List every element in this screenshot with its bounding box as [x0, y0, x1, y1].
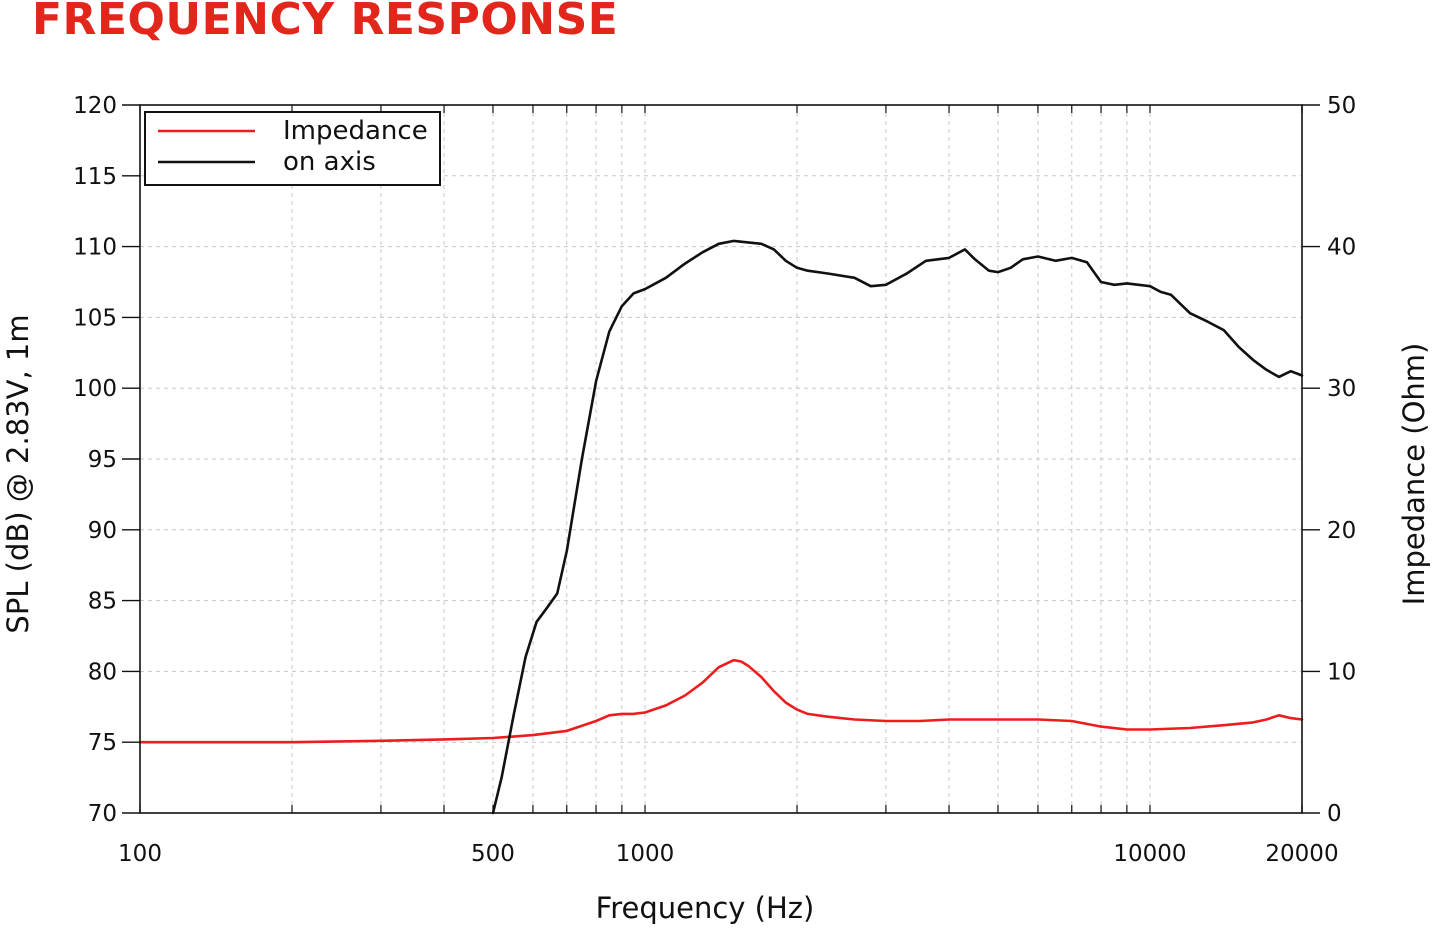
y-tick-label: 70 — [88, 801, 117, 827]
y-tick-label: 105 — [73, 305, 117, 331]
y2-tick-label: 30 — [1327, 376, 1356, 402]
legend-label-on-axis: on axis — [283, 147, 376, 177]
ticks-layer: 70 75 80 85 90 95 100 105 110 115 120 0 10 20 30 40 50 10… — [73, 93, 1356, 867]
y2-tick-label: 0 — [1327, 801, 1342, 827]
y-tick-label: 110 — [73, 235, 117, 261]
y-tick-label: 80 — [88, 659, 117, 685]
chart-title: FREQUENCY RESPONSE — [32, 0, 619, 45]
y-tick-label: 115 — [73, 164, 117, 190]
x-tick-label: 1000 — [616, 841, 675, 867]
lines-layer — [138, 239, 1304, 815]
y-tick-label: 85 — [88, 589, 117, 615]
y-tick-label: 120 — [73, 93, 117, 119]
legend-box — [144, 111, 441, 186]
y-tick-label: 90 — [88, 518, 117, 544]
legend: Impedance on axis — [144, 111, 441, 186]
x-tick-label: 20000 — [1265, 841, 1338, 867]
y2-axis-title: Impedance (Ohm) — [1397, 343, 1431, 606]
y-tick-label: 100 — [73, 376, 117, 402]
x-tick-label: 10000 — [1113, 841, 1186, 867]
legend-label-impedance: Impedance — [283, 116, 428, 146]
grid-layer — [139, 104, 1303, 814]
y2-tick-label: 20 — [1327, 518, 1356, 544]
y2-tick-label: 50 — [1327, 93, 1356, 119]
x-tick-label: 500 — [471, 841, 515, 867]
y2-tick-label: 40 — [1327, 235, 1356, 261]
y2-tick-label: 10 — [1327, 659, 1356, 685]
x-tick-label: 100 — [118, 841, 162, 867]
series-line-impedance — [138, 658, 1304, 744]
y-tick-label: 95 — [88, 447, 117, 473]
x-axis-title: Frequency (Hz) — [596, 891, 815, 925]
y-axis-title: SPL (dB) @ 2.83V, 1m — [1, 314, 35, 633]
series-line-on-axis — [491, 239, 1304, 815]
y-tick-label: 75 — [88, 730, 117, 756]
